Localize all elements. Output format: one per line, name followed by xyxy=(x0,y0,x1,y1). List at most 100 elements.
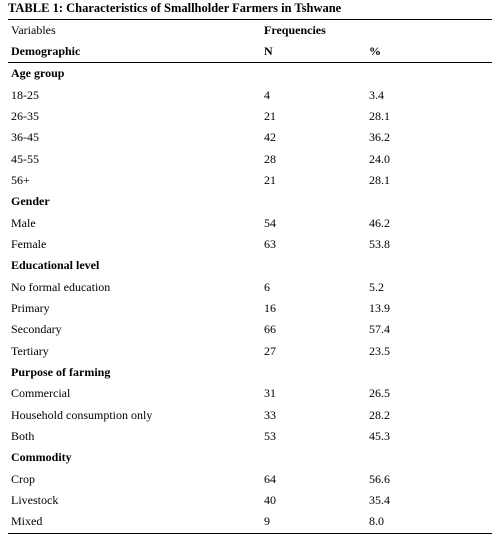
empty-cell xyxy=(261,63,366,85)
row-n: 21 xyxy=(264,172,276,187)
header-demographic: Demographic xyxy=(11,44,81,58)
row-n: 64 xyxy=(264,471,276,486)
row-percent: 46.2 xyxy=(369,215,390,230)
row-label: 45-55 xyxy=(11,151,39,166)
category-row: Commodity xyxy=(8,447,492,468)
header-row-2: Demographic N % xyxy=(8,41,492,63)
table-row: Female 63 53.8 xyxy=(8,234,492,255)
row-percent: 28.2 xyxy=(369,407,390,422)
row-percent: 23.5 xyxy=(369,343,390,358)
row-label: Livestock xyxy=(11,493,59,508)
table-row: Tertiary 27 23.5 xyxy=(8,340,492,361)
empty-cell xyxy=(261,362,366,383)
row-percent: 5.2 xyxy=(369,279,384,294)
row-n: 6 xyxy=(264,279,270,294)
row-label: 56+ xyxy=(11,172,30,187)
row-n: 66 xyxy=(264,322,276,337)
header-percent: % xyxy=(369,44,381,58)
row-n: 4 xyxy=(264,87,270,102)
table-row: Male 54 46.2 xyxy=(8,212,492,233)
table-title: TABLE 1: Characteristics of Smallholder … xyxy=(8,1,342,15)
row-percent: 8.0 xyxy=(369,514,384,529)
row-label: 18-25 xyxy=(11,87,39,102)
table-body: Age group 18-25 4 3.4 26-35 21 28.1 36-45 42 36.2… xyxy=(8,63,492,534)
row-n: 42 xyxy=(264,130,276,145)
row-n: 28 xyxy=(264,151,276,166)
row-label: Crop xyxy=(11,471,35,486)
row-label: Primary xyxy=(11,300,50,315)
row-label: Male xyxy=(11,215,36,230)
category-row: Purpose of farming xyxy=(8,362,492,383)
table-row: 56+ 21 28.1 xyxy=(8,170,492,191)
row-n: 21 xyxy=(264,108,276,123)
row-n: 33 xyxy=(264,407,276,422)
category-row: Gender xyxy=(8,191,492,212)
table-row: 18-25 4 3.4 xyxy=(8,84,492,105)
empty-cell xyxy=(261,255,366,276)
row-percent: 24.0 xyxy=(369,151,390,166)
row-percent: 35.4 xyxy=(369,493,390,508)
row-n: 63 xyxy=(264,236,276,251)
empty-cell xyxy=(366,255,492,276)
table-row: 45-55 28 24.0 xyxy=(8,148,492,169)
empty-cell xyxy=(366,63,492,85)
row-n: 27 xyxy=(264,343,276,358)
row-percent: 28.1 xyxy=(369,108,390,123)
row-percent: 56.6 xyxy=(369,471,390,486)
row-label: 26-35 xyxy=(11,108,39,123)
header-empty xyxy=(366,20,492,42)
table-row: Secondary 66 57.4 xyxy=(8,319,492,340)
row-n: 9 xyxy=(264,514,270,529)
table-row: Household consumption only 33 28.2 xyxy=(8,405,492,426)
category-row: Age group xyxy=(8,63,492,85)
table-row: No formal education 6 5.2 xyxy=(8,276,492,297)
category-label: Age group xyxy=(11,66,65,81)
empty-cell xyxy=(366,191,492,212)
empty-cell xyxy=(366,447,492,468)
row-label: Household consumption only xyxy=(11,407,153,422)
row-n: 53 xyxy=(264,429,276,444)
row-n: 16 xyxy=(264,300,276,315)
header-variables: Variables xyxy=(11,23,56,37)
header-frequencies: Frequencies xyxy=(264,23,326,37)
empty-cell xyxy=(261,447,366,468)
category-row: Educational level xyxy=(8,255,492,276)
table-row: 26-35 21 28.1 xyxy=(8,106,492,127)
row-label: Mixed xyxy=(11,514,43,529)
row-percent: 26.5 xyxy=(369,386,390,401)
characteristics-table: Variables Frequencies Demographic N % Ag… xyxy=(8,19,492,534)
empty-cell xyxy=(366,362,492,383)
row-percent: 3.4 xyxy=(369,87,384,102)
row-percent: 13.9 xyxy=(369,300,390,315)
category-label: Commodity xyxy=(11,450,72,465)
header-row-1: Variables Frequencies xyxy=(8,19,492,42)
empty-cell xyxy=(261,191,366,212)
header-n: N xyxy=(264,44,273,58)
category-label: Gender xyxy=(11,194,50,209)
category-label: Purpose of farming xyxy=(11,364,111,379)
table-row: Livestock 40 35.4 xyxy=(8,490,492,511)
row-n: 31 xyxy=(264,386,276,401)
table-row: 36-45 42 36.2 xyxy=(8,127,492,148)
row-n: 54 xyxy=(264,215,276,230)
row-label: 36-45 xyxy=(11,130,39,145)
row-label: Secondary xyxy=(11,322,62,337)
table-row: Crop 64 56.6 xyxy=(8,469,492,490)
row-label: Female xyxy=(11,236,47,251)
row-percent: 28.1 xyxy=(369,172,390,187)
row-percent: 36.2 xyxy=(369,130,390,145)
table-row: Primary 16 13.9 xyxy=(8,298,492,319)
table-row: Both 53 45.3 xyxy=(8,426,492,447)
table-row: Mixed 9 8.0 xyxy=(8,511,492,534)
row-percent: 57.4 xyxy=(369,322,390,337)
table-row: Commercial 31 26.5 xyxy=(8,383,492,404)
row-percent: 45.3 xyxy=(369,429,390,444)
category-label: Educational level xyxy=(11,258,100,273)
row-label: No formal education xyxy=(11,279,111,294)
row-label: Commercial xyxy=(11,386,71,401)
row-n: 40 xyxy=(264,493,276,508)
row-percent: 53.8 xyxy=(369,236,390,251)
row-label: Both xyxy=(11,429,35,444)
table-container: TABLE 1: Characteristics of Smallholder … xyxy=(8,0,492,534)
row-label: Tertiary xyxy=(11,343,49,358)
